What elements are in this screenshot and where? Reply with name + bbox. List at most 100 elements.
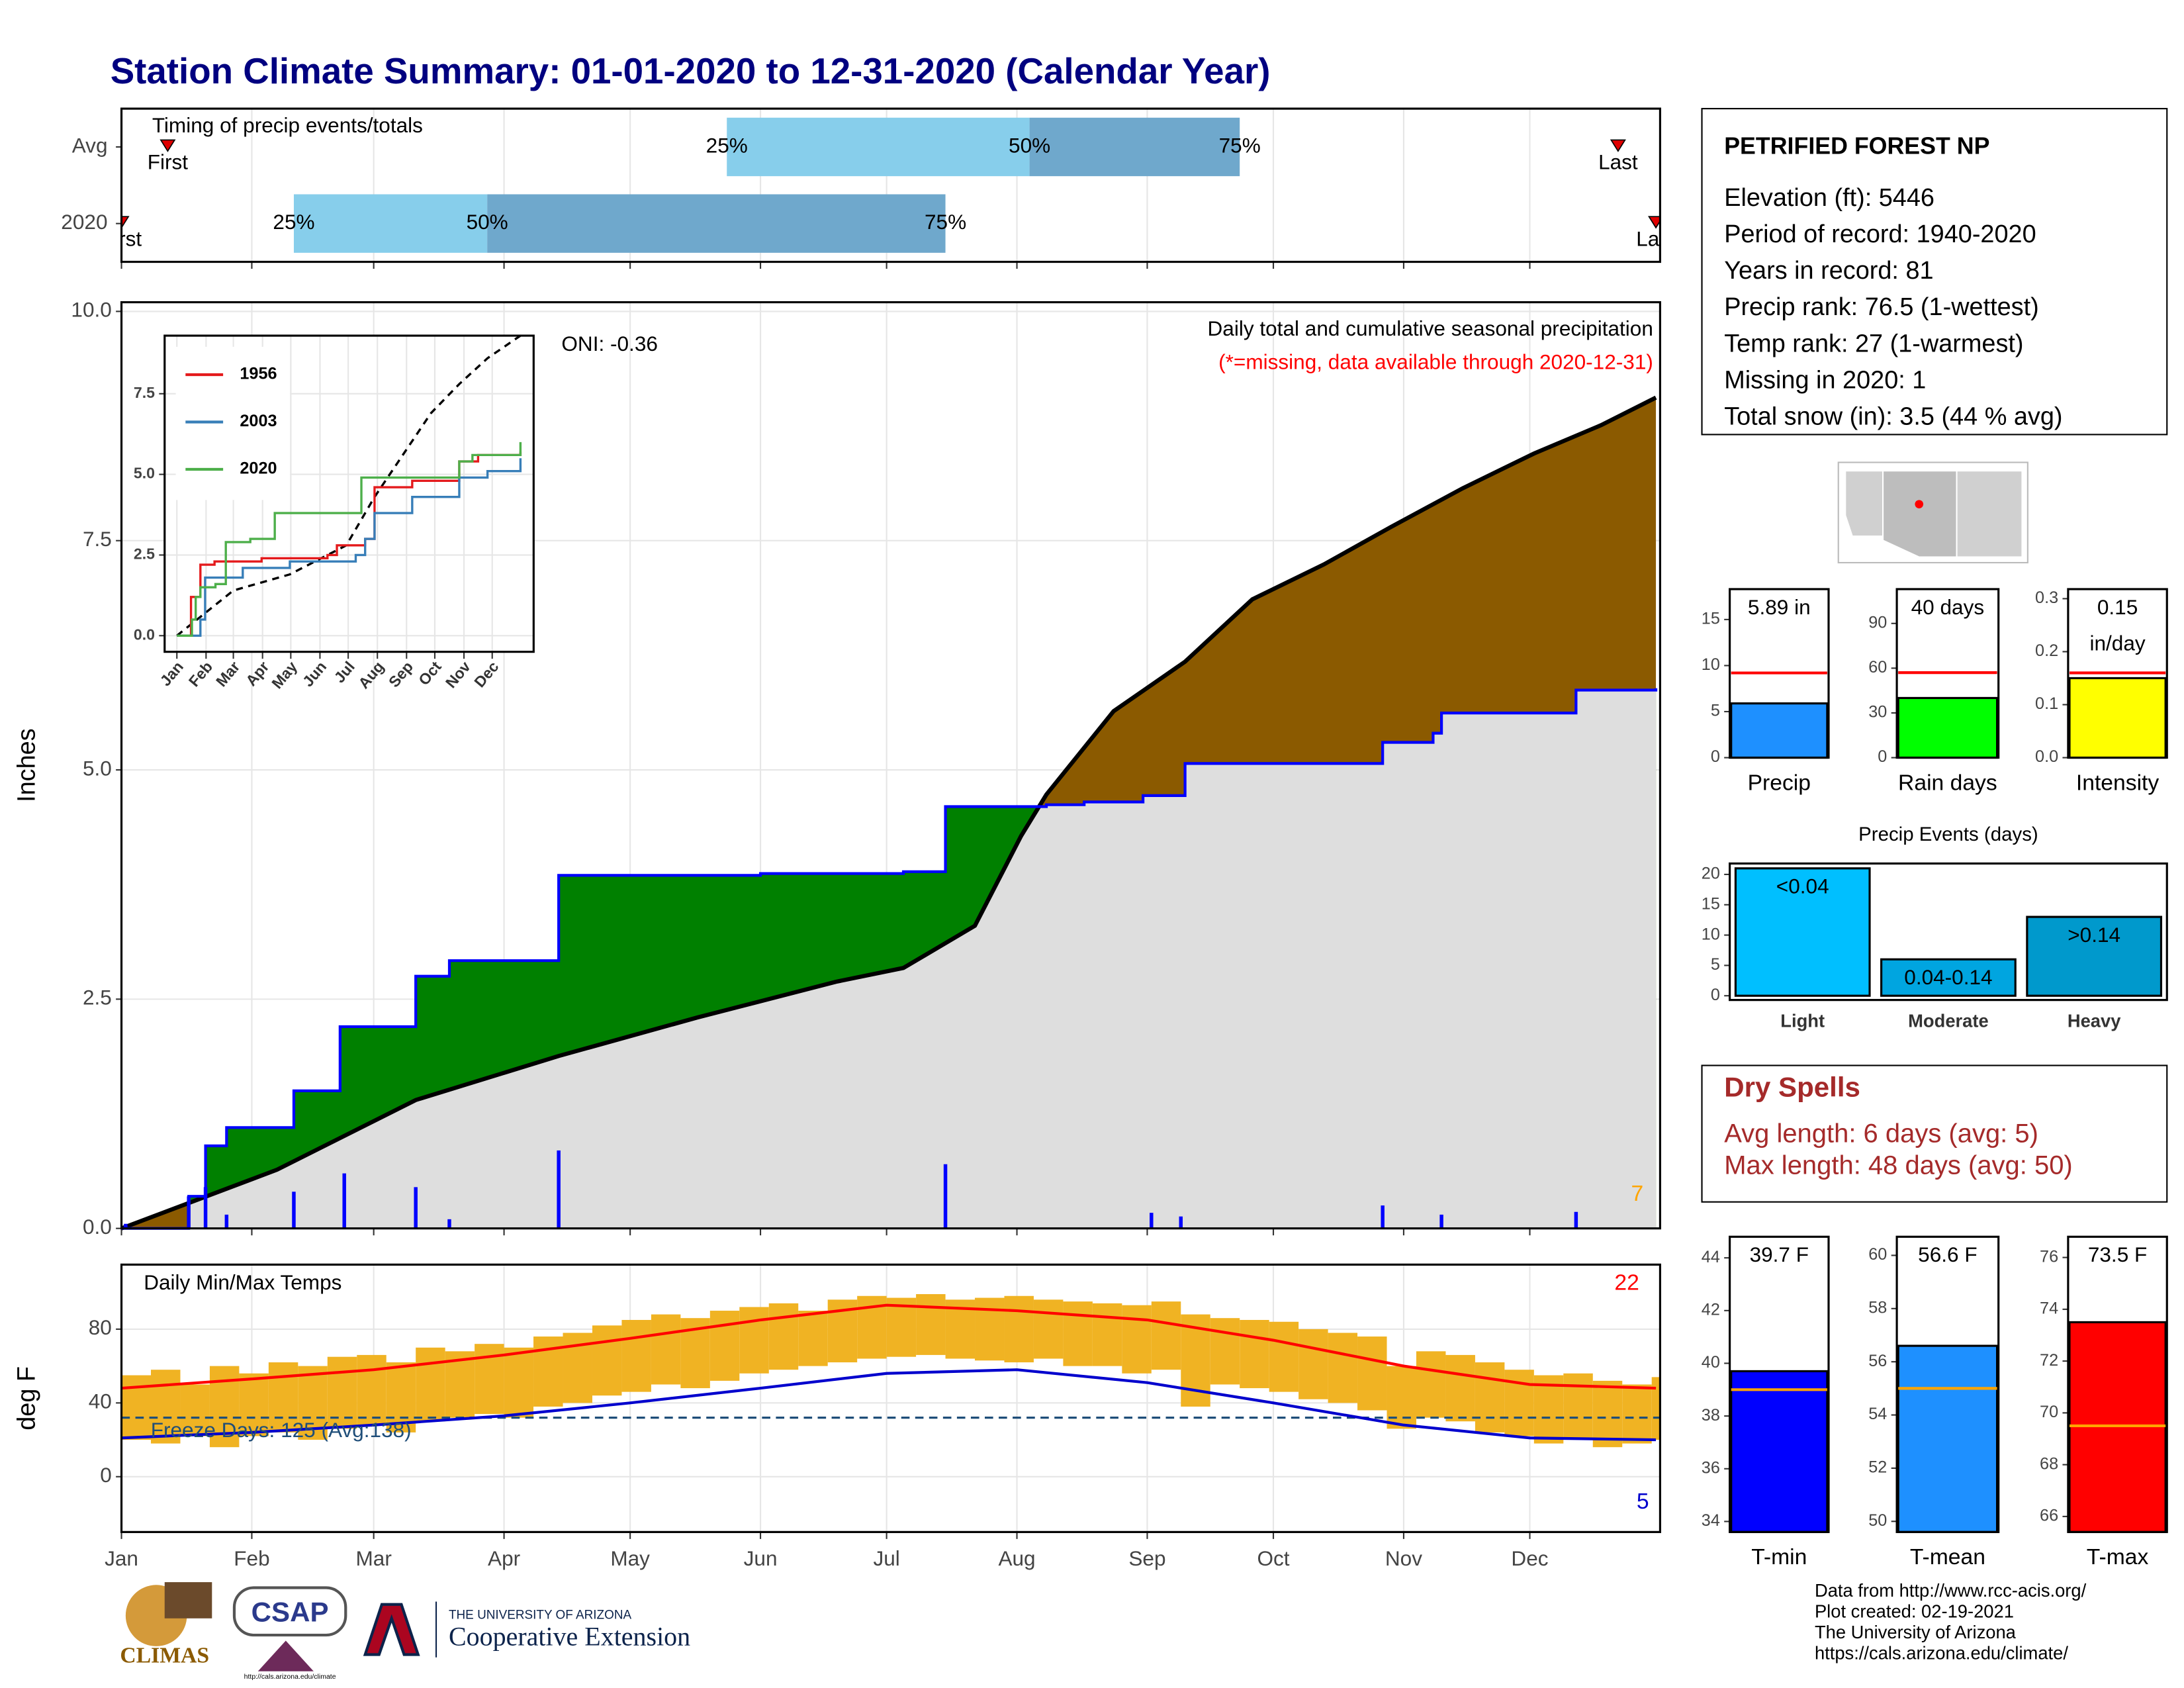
y-tick-label: 10 — [1702, 925, 1720, 943]
event-marker — [121, 216, 130, 229]
temp-range-bar — [1298, 1329, 1328, 1399]
y-tick-label: 0.1 — [2035, 694, 2058, 713]
daily-precip-bar — [1150, 1213, 1154, 1229]
station-line: Missing in 2020: 1 — [1724, 366, 1926, 394]
category-label: T-min — [1751, 1545, 1807, 1570]
oni-annotation: ONI: -0.36 — [561, 332, 658, 355]
percentile-label: 50% — [467, 210, 508, 234]
temp-range-bar — [1210, 1318, 1240, 1385]
temp-range-bar — [739, 1307, 769, 1374]
y-tick-label: 2.5 — [134, 545, 155, 563]
temp-range-bar — [1504, 1370, 1534, 1436]
temp-range-bar — [357, 1354, 387, 1425]
bar — [2026, 915, 2163, 997]
page-title: Station Climate Summary: 01-01-2020 to 1… — [111, 50, 1271, 91]
y-tick-label: 76 — [2040, 1247, 2058, 1266]
temp-range-bar — [268, 1362, 298, 1432]
y-tick-label: 72 — [2040, 1351, 2058, 1370]
plot-frame — [2067, 588, 2168, 759]
event-label: Last — [1636, 226, 1676, 250]
timing-plot: 25% 50% 75% First Last 25% 50% 75% First Last — [101, 117, 1676, 253]
csap-logo-text: CSAP — [251, 1597, 329, 1628]
station-location — [1915, 500, 1924, 508]
bar — [2068, 677, 2167, 759]
y-tick-label: 50 — [1868, 1511, 1887, 1530]
y-tick-label: 52 — [1868, 1458, 1887, 1477]
value-label: 40 days — [1911, 595, 1985, 619]
x-tick-label: Feb — [234, 1546, 269, 1570]
series-line — [177, 442, 522, 637]
temp-range-bar — [709, 1311, 740, 1381]
y-tick-label: 70 — [2040, 1403, 2058, 1421]
x-tick-label: Nov — [1385, 1546, 1422, 1570]
y-tick-label: 15 — [1702, 610, 1720, 628]
y-tick-label: 2.5 — [83, 986, 112, 1009]
footer-line: Data from http://www.rcc-acis.org/ — [1815, 1580, 2087, 1601]
bar — [1897, 1344, 1999, 1533]
event-marker — [1610, 139, 1626, 152]
temp-range-bar — [621, 1319, 651, 1392]
temp-range-bar — [1445, 1354, 1475, 1422]
y-tick-label: 0 — [1711, 986, 1720, 1004]
value-label: 5.89 in — [1748, 595, 1811, 619]
category-label: Rain days — [1898, 771, 1997, 795]
y-tick-label: 42 — [1702, 1300, 1720, 1319]
percentile-label: 25% — [706, 133, 748, 157]
y-tick-label: 5 — [1711, 702, 1720, 720]
x-tick-label: Mar — [355, 1546, 391, 1570]
plot-frame — [1729, 862, 2168, 1002]
temp-range-bar — [886, 1297, 917, 1357]
temp-range-bar — [916, 1293, 946, 1355]
temp-range-bar — [1563, 1373, 1593, 1440]
x-tick-label: May — [610, 1546, 650, 1570]
plot-frame — [163, 334, 535, 653]
x-tick-label: Jan — [105, 1546, 138, 1570]
plot-frame — [120, 1263, 1661, 1533]
panel-title: Daily total and cumulative seasonal prec… — [1208, 316, 1653, 340]
plot-frame — [1729, 1235, 1830, 1533]
ua-logo — [363, 1603, 420, 1656]
category-label: Precip — [1748, 771, 1811, 795]
daily-precip-bar — [943, 1164, 948, 1229]
y-tick-label: 90 — [1868, 613, 1887, 632]
y-axis-label: deg F — [13, 1366, 41, 1430]
y-tick-label: 0.0 — [83, 1215, 112, 1239]
daily-precip-bar — [447, 1219, 451, 1229]
temp-range-bar — [151, 1370, 181, 1444]
panel-title: Timing of precip events/totals — [152, 113, 423, 137]
footer-line: The University of Arizona — [1815, 1622, 2017, 1642]
category-label: T-mean — [1910, 1545, 1985, 1570]
extension-text: Cooperative Extension — [449, 1622, 690, 1652]
y-tick-label: 10 — [1702, 655, 1720, 674]
category-label: Heavy — [2068, 1011, 2121, 1031]
dry-spells-line: Max length: 48 days (avg: 50) — [1724, 1151, 2073, 1180]
y-tick-label: 74 — [2040, 1299, 2058, 1318]
y-tick-label: 0.0 — [134, 626, 155, 643]
y-tick-label: 40 — [1702, 1353, 1720, 1372]
y-tick-label: 0.0 — [2035, 747, 2058, 766]
y-tick-label: 0 — [1711, 747, 1720, 766]
y-tick-label: 56 — [1868, 1352, 1887, 1370]
footer-line: Plot created: 02-19-2021 — [1815, 1601, 2014, 1622]
temp-range-bar — [1269, 1321, 1299, 1392]
station-box — [1701, 108, 2168, 436]
corner-value: 7 — [1631, 1182, 1643, 1206]
series-line — [177, 458, 522, 637]
map-state — [1844, 470, 1884, 538]
x-tick-label: Sep — [1128, 1546, 1165, 1570]
value-label: >0.14 — [2068, 923, 2120, 947]
temp-range-bar — [1240, 1319, 1269, 1389]
event-label: Last — [1598, 150, 1638, 174]
temp-range-bar — [386, 1362, 416, 1432]
bar — [1897, 696, 1999, 759]
daily-precip-bar — [1179, 1216, 1183, 1229]
bar — [1880, 958, 2017, 997]
quartile-bar — [1029, 117, 1240, 177]
y-tick-label: 0.3 — [2035, 588, 2058, 607]
x-tick-label: Aug — [998, 1546, 1035, 1570]
event-label: First — [101, 226, 142, 250]
bar — [1730, 1370, 1829, 1533]
category-label: Moderate — [1908, 1011, 1989, 1031]
y-tick-label: 5 — [1711, 955, 1720, 974]
station-line: Precip rank: 76.5 (1-wettest) — [1724, 293, 2039, 321]
